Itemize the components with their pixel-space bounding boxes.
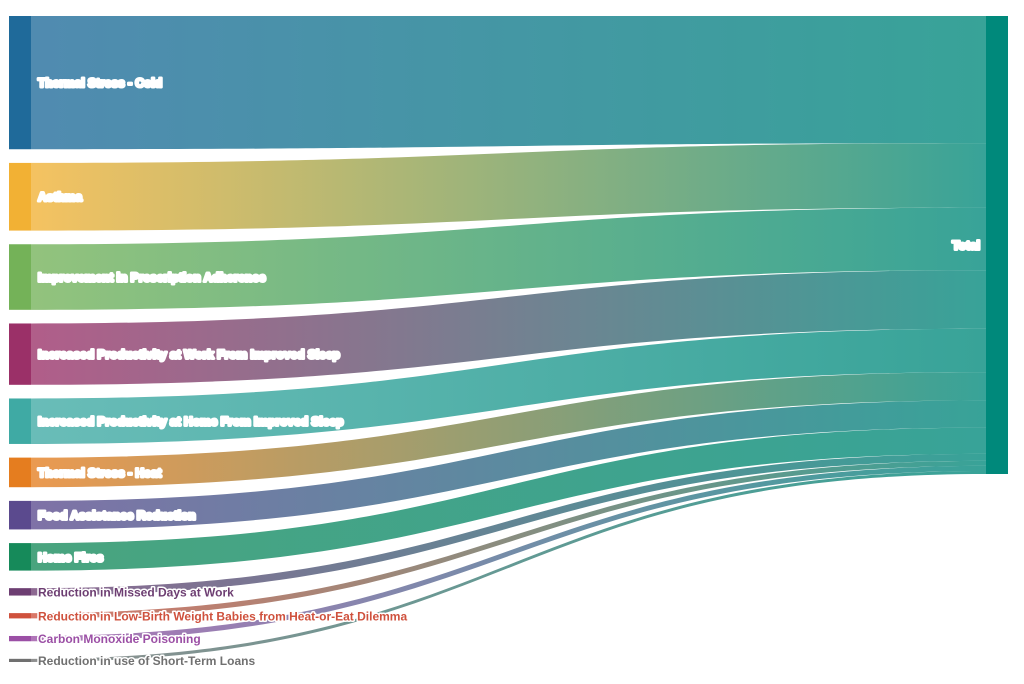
sankey-link[interactable] <box>31 465 986 642</box>
source-label: Food Assistance Reduction <box>38 509 196 523</box>
sankey-link[interactable] <box>31 400 986 530</box>
source-label: Reduction in use of Short-Term Loans <box>38 654 255 668</box>
source-label: Home Fires <box>38 550 104 564</box>
source-node[interactable] <box>9 588 31 596</box>
source-label: Thermal Stress - Heat <box>38 466 161 480</box>
sankey-link[interactable] <box>31 328 986 444</box>
sankey-link[interactable] <box>31 427 986 571</box>
source-node[interactable] <box>9 658 31 662</box>
source-label: Increased Productivity at Home From Impr… <box>38 415 343 429</box>
source-label: Reduction in Low-Birth Weight Babies fro… <box>38 609 407 623</box>
source-label: Improvement in Prescription Adherence <box>38 271 266 285</box>
sankey-link[interactable] <box>31 460 986 619</box>
target-node[interactable] <box>986 16 1008 474</box>
source-label: Thermal Stress - Cold <box>38 76 162 90</box>
source-node[interactable] <box>9 500 31 530</box>
source-node[interactable] <box>9 613 31 619</box>
source-label: Carbon Monoxide Poisoning <box>38 632 201 646</box>
source-label: Asthma <box>38 190 82 204</box>
source-node[interactable] <box>9 635 31 642</box>
source-node[interactable] <box>9 457 31 488</box>
sankey-labels: Thermal Stress - Cold Asthma Improvement i… <box>37 75 982 670</box>
sankey-link[interactable] <box>31 372 986 488</box>
source-node[interactable] <box>9 162 31 231</box>
sankey-link[interactable] <box>31 470 986 662</box>
source-node[interactable] <box>9 543 31 571</box>
sankey-link[interactable] <box>31 143 986 231</box>
sankey-link[interactable] <box>31 453 986 596</box>
source-node[interactable] <box>9 16 31 150</box>
source-node[interactable] <box>9 323 31 385</box>
sankey-link[interactable] <box>31 207 986 310</box>
source-label: Reduction in Missed Days at Work <box>38 585 234 599</box>
sankey-link[interactable] <box>31 270 986 385</box>
source-node[interactable] <box>9 398 31 444</box>
sankey-link[interactable] <box>31 16 986 150</box>
target-label: Total <box>952 239 980 253</box>
sankey-links <box>31 16 986 662</box>
source-node[interactable] <box>9 244 31 310</box>
sankey-nodes <box>9 16 1008 662</box>
source-label: Increased Productivity at Work From Impr… <box>38 348 340 362</box>
